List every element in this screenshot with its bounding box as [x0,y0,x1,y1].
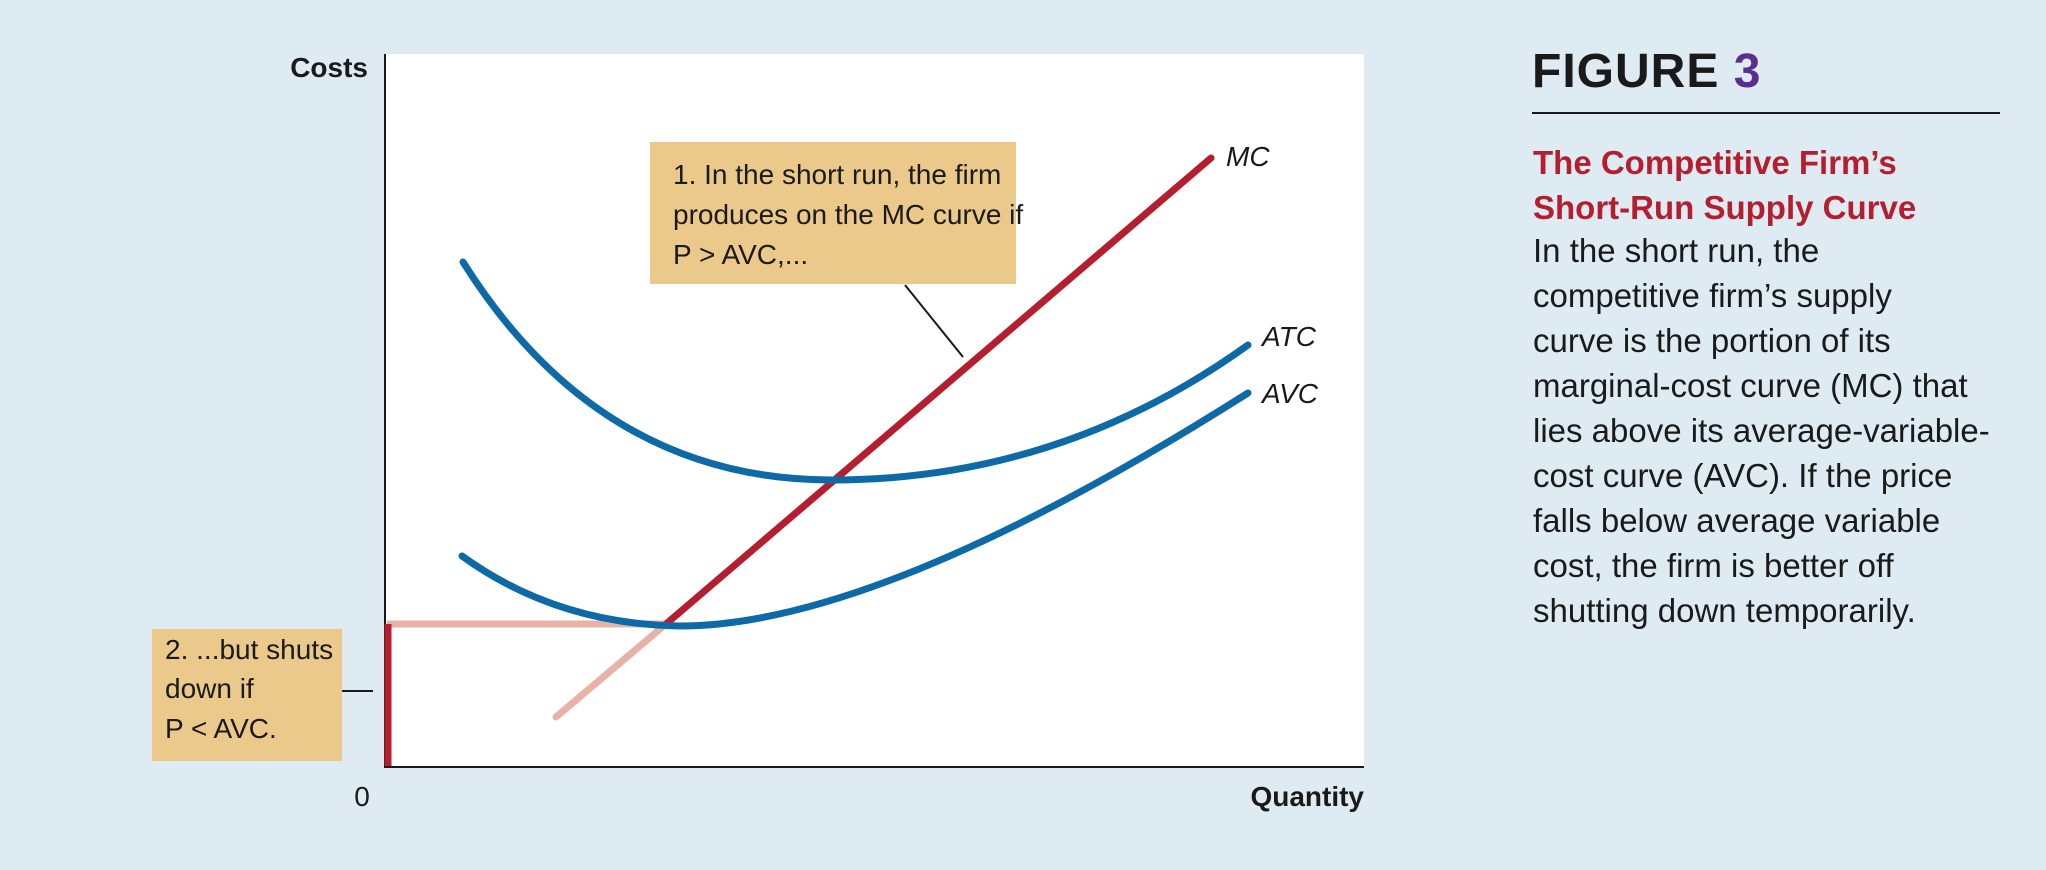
supply-curve-graph: Costs Quantity 0 MC ATC AVC 1. In the sh… [152,52,1364,812]
caption-line-1: In the short run, the [1533,232,1820,269]
caption-line-8: cost, the firm is better off [1533,547,1894,584]
atc-curve [459,258,1252,484]
atc-label: ATC [1260,321,1317,352]
mc-curve-supply [662,154,1215,628]
mc-curve-below-avc [552,620,670,721]
origin-label: 0 [354,781,370,812]
annotation-1-leader [904,284,964,358]
x-axis-label: Quantity [1250,781,1364,812]
annotation-1-line-1: 1. In the short run, the firm [673,159,1001,190]
figure-title-line-1: The Competitive Firm’s [1533,144,1897,181]
y-axis-label: Costs [290,52,368,83]
figure-divider [1532,112,2000,114]
caption-line-7: falls below average variable [1533,502,1941,539]
avc-label: AVC [1260,378,1319,409]
annotation-1-line-2: produces on the MC curve if [673,199,1023,230]
avc-curve [458,389,1252,630]
caption-line-3: curve is the portion of its [1533,322,1891,359]
figure-label: FIGURE [1532,45,1720,98]
figure-number: 3 [1733,45,1762,98]
caption-line-6: cost curve (AVC). If the price [1533,457,1953,494]
annotation-1-line-3: P > AVC,... [673,239,808,270]
caption-line-2: competitive firm’s supply [1533,277,1892,314]
figure-caption: In the short run, the competitive firm’s… [1533,228,2013,633]
annotation-2-line-2: down if [165,673,254,704]
figure-title-line-2: Short-Run Supply Curve [1533,189,1917,226]
caption-line-5: lies above its average-variable- [1533,412,1990,449]
mc-label: MC [1226,141,1270,172]
figure-title: The Competitive Firm’s Short-Run Supply … [1533,140,2003,230]
figure-heading: FIGURE 3 [1532,44,1761,99]
annotation-2-box [152,629,342,761]
caption-line-4: marginal-cost curve (MC) that [1533,367,1968,404]
caption-line-9: shutting down temporarily. [1533,592,1916,629]
annotation-1-box [650,142,1016,284]
annotation-2-line-1: 2. ...but shuts [165,634,333,665]
annotation-2-line-3: P < AVC. [165,713,277,744]
